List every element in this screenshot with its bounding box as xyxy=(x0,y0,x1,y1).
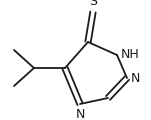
Text: N: N xyxy=(131,72,140,84)
Text: S: S xyxy=(89,0,97,8)
Text: NH: NH xyxy=(121,48,140,61)
Text: N: N xyxy=(75,108,85,120)
